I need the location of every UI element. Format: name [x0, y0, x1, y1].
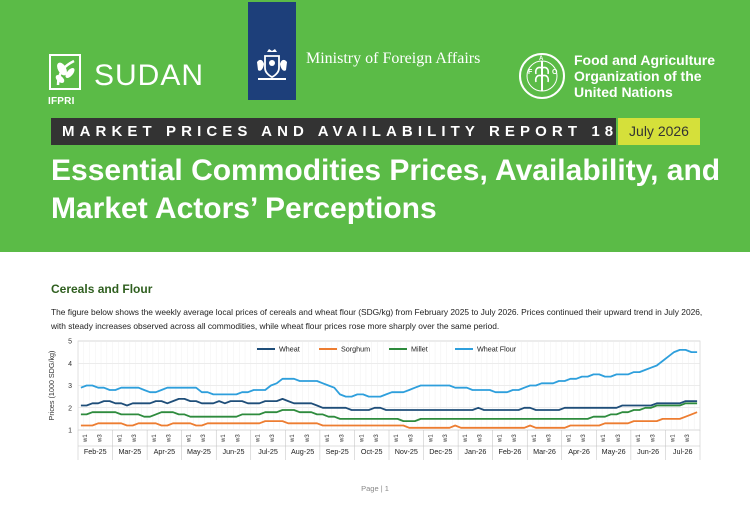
x-month-label: Apr-25: [154, 447, 176, 456]
section-paragraph: The figure below shows the weekly averag…: [51, 307, 703, 331]
ministry-name: Ministry of Foreign Affairs: [306, 50, 481, 67]
x-week-label: w3: [650, 434, 656, 443]
x-week-label: w1: [670, 434, 676, 443]
x-week-label: w3: [132, 434, 138, 443]
y-tick-label: 2: [68, 405, 72, 412]
x-week-label: w1: [359, 434, 365, 443]
x-month-label: Jun-25: [223, 447, 245, 456]
x-week-label: w1: [118, 434, 124, 443]
x-week-label: w1: [498, 434, 504, 443]
x-week-label: w3: [339, 434, 345, 443]
series-line-millet: [80, 402, 698, 422]
x-week-label: w3: [581, 434, 587, 443]
legend-entry: Sorghum: [341, 345, 370, 354]
x-week-label: w1: [463, 434, 469, 443]
ifpri-leaf-icon: IFPRI: [48, 51, 82, 107]
y-tick-label: 4: [68, 361, 72, 368]
x-week-label: w3: [685, 434, 691, 443]
cereal-prices-chart: 1 2 3 4 5 Prices (1000 SDG/kg) Wheat Sorghum Mil…: [47, 339, 701, 460]
fao-emblem-icon: F O A: [519, 53, 565, 99]
svg-text:O: O: [552, 69, 558, 76]
x-week-label: w1: [567, 434, 573, 443]
section-heading: Cereals and Flour: [51, 282, 153, 296]
x-month-label: May-26: [602, 447, 626, 456]
x-month-label: Mar-25: [118, 447, 141, 456]
x-week-label: w1: [325, 434, 331, 443]
x-month-label: May-25: [187, 447, 211, 456]
svg-text:A: A: [539, 56, 544, 62]
x-week-label: w3: [201, 434, 207, 443]
x-week-label: w3: [443, 434, 449, 443]
ministry-crest-block: [248, 2, 296, 100]
x-week-label: w3: [167, 434, 173, 443]
series-line-wheat: [80, 398, 698, 411]
fao-logo: F O A Food and Agriculture Organization …: [518, 52, 715, 100]
page-title: Essential Commodities Prices, Availabili…: [51, 152, 731, 228]
legend-entry: Wheat: [279, 345, 300, 354]
x-week-label: w1: [429, 434, 435, 443]
x-week-label: w1: [290, 434, 296, 443]
ifpri-sudan-logo: IFPRI SUDAN: [48, 48, 205, 107]
page-title-line: Market Actors’ Perceptions: [51, 192, 437, 225]
page-title-line: Essential Commodities Prices, Availabili…: [51, 154, 721, 187]
ifpri-label: IFPRI: [48, 96, 75, 107]
x-week-label: w3: [236, 434, 242, 443]
x-month-label: Oct-25: [361, 447, 383, 456]
x-week-label: w3: [374, 434, 380, 443]
x-month-label: Jul-26: [673, 447, 693, 456]
y-tick-label: 3: [68, 383, 72, 390]
x-week-label: w1: [601, 434, 607, 443]
y-axis-label: Prices (1000 SDG/kg): [47, 351, 56, 421]
x-month-label: Dec-25: [429, 447, 452, 456]
x-week-label: w3: [270, 434, 276, 443]
x-month-label: Mar-26: [533, 447, 556, 456]
page-number: Page | 1: [361, 484, 389, 493]
series-line-sorghum: [80, 411, 698, 429]
x-month-label: Feb-26: [499, 447, 522, 456]
x-week-label: w3: [305, 434, 311, 443]
series-line-wheat-flour: [80, 348, 698, 398]
sudan-wordmark: SUDAN: [94, 59, 205, 92]
x-month-label: Aug-25: [291, 447, 314, 456]
dutch-crest-icon: [257, 49, 287, 80]
x-week-label: w1: [152, 434, 158, 443]
svg-text:F: F: [528, 69, 533, 76]
x-week-label: w3: [512, 434, 518, 443]
y-tick-label: 1: [68, 428, 72, 435]
x-week-label: w1: [532, 434, 538, 443]
x-week-label: w3: [478, 434, 484, 443]
x-month-label: Sep-25: [326, 447, 349, 456]
y-tick-label: 5: [68, 339, 72, 346]
report-month-badge: July 2026: [618, 118, 700, 145]
legend-entry: Wheat Flour: [477, 345, 517, 354]
x-month-label: Feb-25: [84, 447, 107, 456]
x-week-label: w1: [83, 434, 89, 443]
report-label-bar: MARKET PRICES AND AVAILABILITY REPORT 18: [51, 118, 616, 145]
x-week-label: w3: [97, 434, 103, 443]
fao-name-line: Food and Agriculture: [574, 52, 716, 68]
fao-name: Food and Agriculture Organization of the…: [574, 52, 715, 100]
x-week-label: w1: [187, 434, 193, 443]
x-week-label: w1: [394, 434, 400, 443]
x-week-label: w1: [256, 434, 262, 443]
x-month-label: Nov-25: [395, 447, 418, 456]
x-month-label: Jul-25: [258, 447, 278, 456]
fao-name-line: United Nations: [574, 84, 673, 100]
fao-name-line: Organization of the: [574, 68, 702, 84]
legend-entry: Millet: [411, 345, 428, 354]
x-week-label: w1: [636, 434, 642, 443]
x-month-label: Apr-26: [568, 447, 590, 456]
x-week-label: w1: [221, 434, 227, 443]
x-week-label: w3: [408, 434, 414, 443]
x-week-label: w3: [547, 434, 553, 443]
header-banner: IFPRI SUDAN Ministry of Foreign Affairs …: [0, 0, 750, 252]
x-month-label: Jun-26: [637, 447, 659, 456]
x-month-label: Jan-26: [464, 447, 486, 456]
x-week-label: w3: [616, 434, 622, 443]
